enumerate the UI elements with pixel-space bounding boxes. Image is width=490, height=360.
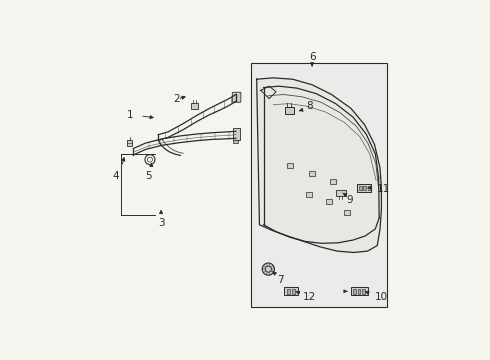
Text: 6: 6: [309, 52, 316, 62]
Text: 7: 7: [277, 275, 284, 285]
Bar: [309, 171, 315, 176]
Polygon shape: [257, 78, 381, 252]
Text: 9: 9: [347, 195, 353, 205]
Bar: [233, 128, 240, 140]
Bar: [292, 289, 294, 294]
Text: 10: 10: [374, 292, 388, 302]
Bar: [358, 288, 360, 294]
Bar: [368, 186, 370, 190]
Bar: [127, 140, 132, 146]
Text: 12: 12: [302, 292, 316, 302]
Bar: [357, 184, 371, 192]
Bar: [191, 103, 197, 109]
Text: 8: 8: [307, 100, 313, 111]
Circle shape: [262, 263, 274, 275]
Text: 5: 5: [145, 171, 151, 181]
Bar: [287, 163, 293, 168]
Bar: [364, 186, 366, 190]
Bar: [233, 140, 238, 143]
Bar: [284, 287, 298, 296]
Bar: [251, 63, 387, 307]
Text: 11: 11: [377, 184, 391, 194]
Bar: [326, 199, 332, 204]
Bar: [351, 287, 368, 296]
Text: 1: 1: [127, 110, 133, 120]
Text: 3: 3: [158, 219, 164, 228]
Bar: [362, 288, 365, 294]
Bar: [359, 186, 362, 190]
Bar: [306, 192, 313, 197]
Bar: [330, 179, 336, 184]
Bar: [336, 190, 346, 196]
Bar: [343, 210, 350, 215]
FancyBboxPatch shape: [232, 92, 241, 102]
Bar: [353, 288, 356, 294]
Bar: [285, 107, 294, 114]
Bar: [287, 289, 290, 294]
Text: 2: 2: [173, 94, 180, 104]
Text: 4: 4: [113, 171, 120, 181]
